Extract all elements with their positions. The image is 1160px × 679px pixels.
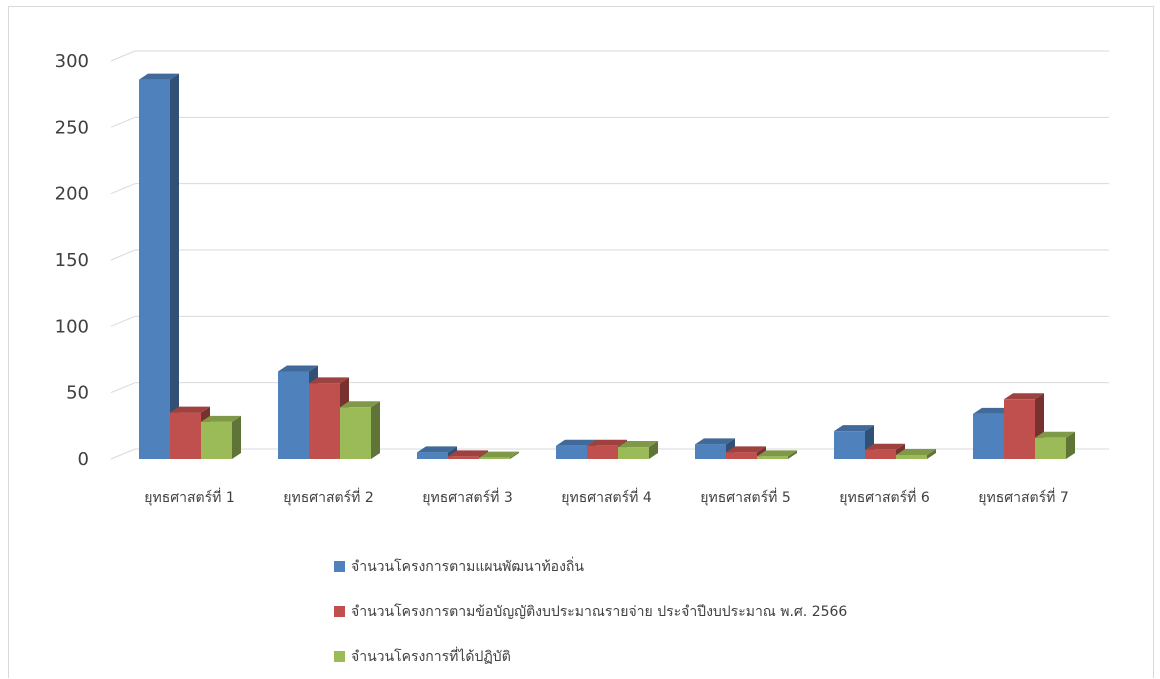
bar-s2-c4 xyxy=(587,445,618,459)
gridline-side-200 xyxy=(110,183,136,195)
bar-s1-c3 xyxy=(417,452,448,459)
bar-s1-c7 xyxy=(973,413,1004,459)
gridline-side-100 xyxy=(110,315,136,327)
gridline-side-50 xyxy=(110,382,136,394)
x-tick-label-1: ยุทธศาสตร์ที่ 1 xyxy=(144,488,234,506)
x-tick-label-2: ยุทธศาสตร์ที่ 2 xyxy=(283,488,373,506)
bar-top-s2-c6 xyxy=(865,443,905,450)
bar-side-s3-c1 xyxy=(232,415,241,459)
legend-swatch-series-2 xyxy=(334,606,345,617)
legend-item-series-3: จำนวนโครงการที่ได้ปฏิบัติ xyxy=(334,634,847,679)
y-tick-label-100: 100 xyxy=(55,316,89,337)
x-tick-label-3: ยุทธศาสตร์ที่ 3 xyxy=(422,488,512,506)
bar-top-s3-c4 xyxy=(618,441,658,448)
bar-s3-c1 xyxy=(201,421,232,459)
y-tick-label-0: 0 xyxy=(78,449,89,470)
legend-label-series-1: จำนวนโครงการตามแผนพัฒนาท้องถิ่น xyxy=(351,558,584,575)
bar-side-s3-c3 xyxy=(510,451,519,459)
gridline-side-250 xyxy=(110,116,136,128)
legend-swatch-series-3 xyxy=(334,651,345,662)
bar-top-s1-c2 xyxy=(278,365,318,372)
bar-top-s3-c6 xyxy=(896,449,936,456)
bar-s3-c4 xyxy=(618,447,649,459)
bar-top-s3-c7 xyxy=(1035,431,1075,438)
bar-top-s2-c7 xyxy=(1004,393,1044,400)
bar-top-s3-c2 xyxy=(340,401,380,408)
y-tick-label-50: 50 xyxy=(66,383,89,404)
bar-s1-c4 xyxy=(556,445,587,459)
bar-top-s3-c3 xyxy=(479,451,519,458)
y-tick-label-250: 250 xyxy=(55,117,89,138)
bar-side-s3-c2 xyxy=(371,401,380,459)
bar-top-s3-c5 xyxy=(757,450,797,457)
bar-top-s1-c4 xyxy=(556,439,596,446)
bar-s1-c6 xyxy=(834,431,865,459)
bar-top-s1-c3 xyxy=(417,446,457,453)
bar-s3-c6 xyxy=(896,455,927,459)
chart-frame: 0 50 100 150 200 250 300 ยุทธศาสตร์ที่ 1 ยุทธศาส… xyxy=(8,6,1154,678)
bar-top-s1-c1 xyxy=(139,73,179,80)
bar-top-s2-c2 xyxy=(309,377,349,384)
x-tick-label-4: ยุทธศาสตร์ที่ 4 xyxy=(561,488,652,506)
bar-top-s2-c1 xyxy=(170,406,210,413)
bar-s2-c6 xyxy=(865,449,896,459)
legend-label-series-3: จำนวนโครงการที่ได้ปฏิบัติ xyxy=(351,648,511,665)
bar-s2-c2 xyxy=(309,383,340,459)
bar-top-s1-c6 xyxy=(834,425,874,432)
legend-swatch-series-1 xyxy=(334,561,345,572)
bar-top-s2-c4 xyxy=(587,439,627,446)
y-tick-label-150: 150 xyxy=(55,250,89,271)
bar-top-s1-c7 xyxy=(973,407,1013,414)
gridline-side-150 xyxy=(110,249,136,261)
bar-side-s1-c1 xyxy=(170,73,179,459)
x-tick-label-6: ยุทธศาสตร์ที่ 6 xyxy=(839,488,930,506)
bar-side-s3-c5 xyxy=(788,450,797,459)
bar-top-s1-c5 xyxy=(695,438,735,445)
bar-top-s3-c1 xyxy=(201,415,241,422)
bar-s2-c1 xyxy=(170,412,201,459)
bar-top-s2-c5 xyxy=(726,446,766,453)
legend-label-series-2: จำนวนโครงการตามข้อบัญญัติงบประมาณรายจ่าย… xyxy=(351,603,848,620)
bar-s3-c2 xyxy=(340,407,371,459)
bar-s2-c3 xyxy=(448,456,479,459)
y-tick-label-300: 300 xyxy=(55,51,89,72)
bar-s3-c3 xyxy=(479,457,510,459)
bar-side-s3-c6 xyxy=(927,449,936,459)
bar-s2-c7 xyxy=(1004,399,1035,459)
x-tick-label-7: ยุทธศาสตร์ที่ 7 xyxy=(978,488,1068,506)
legend: จำนวนโครงการตามแผนพัฒนาท้องถิ่น จำนวนโคร… xyxy=(334,544,847,679)
bar-s1-c1 xyxy=(139,79,170,459)
gridline-side-300 xyxy=(110,50,136,62)
bar-s3-c7 xyxy=(1035,437,1066,459)
bar-s1-c5 xyxy=(695,444,726,459)
bar-side-s3-c7 xyxy=(1066,431,1075,459)
x-tick-label-5: ยุทธศาสตร์ที่ 5 xyxy=(700,488,790,506)
bar-s1-c2 xyxy=(278,371,309,459)
bar-s2-c5 xyxy=(726,452,757,459)
legend-item-series-1: จำนวนโครงการตามแผนพัฒนาท้องถิ่น xyxy=(334,544,847,589)
gridline-side-0 xyxy=(110,448,136,460)
legend-item-series-2: จำนวนโครงการตามข้อบัญญัติงบประมาณรายจ่าย… xyxy=(334,589,847,634)
bar-top-s2-c3 xyxy=(448,450,488,457)
bar-s3-c5 xyxy=(757,456,788,459)
bar-side-s3-c4 xyxy=(649,441,658,459)
y-tick-label-200: 200 xyxy=(55,184,89,205)
bar-chart: 0 50 100 150 200 250 300 ยุทธศาสตร์ที่ 1 ยุทธศาส… xyxy=(55,50,1109,506)
